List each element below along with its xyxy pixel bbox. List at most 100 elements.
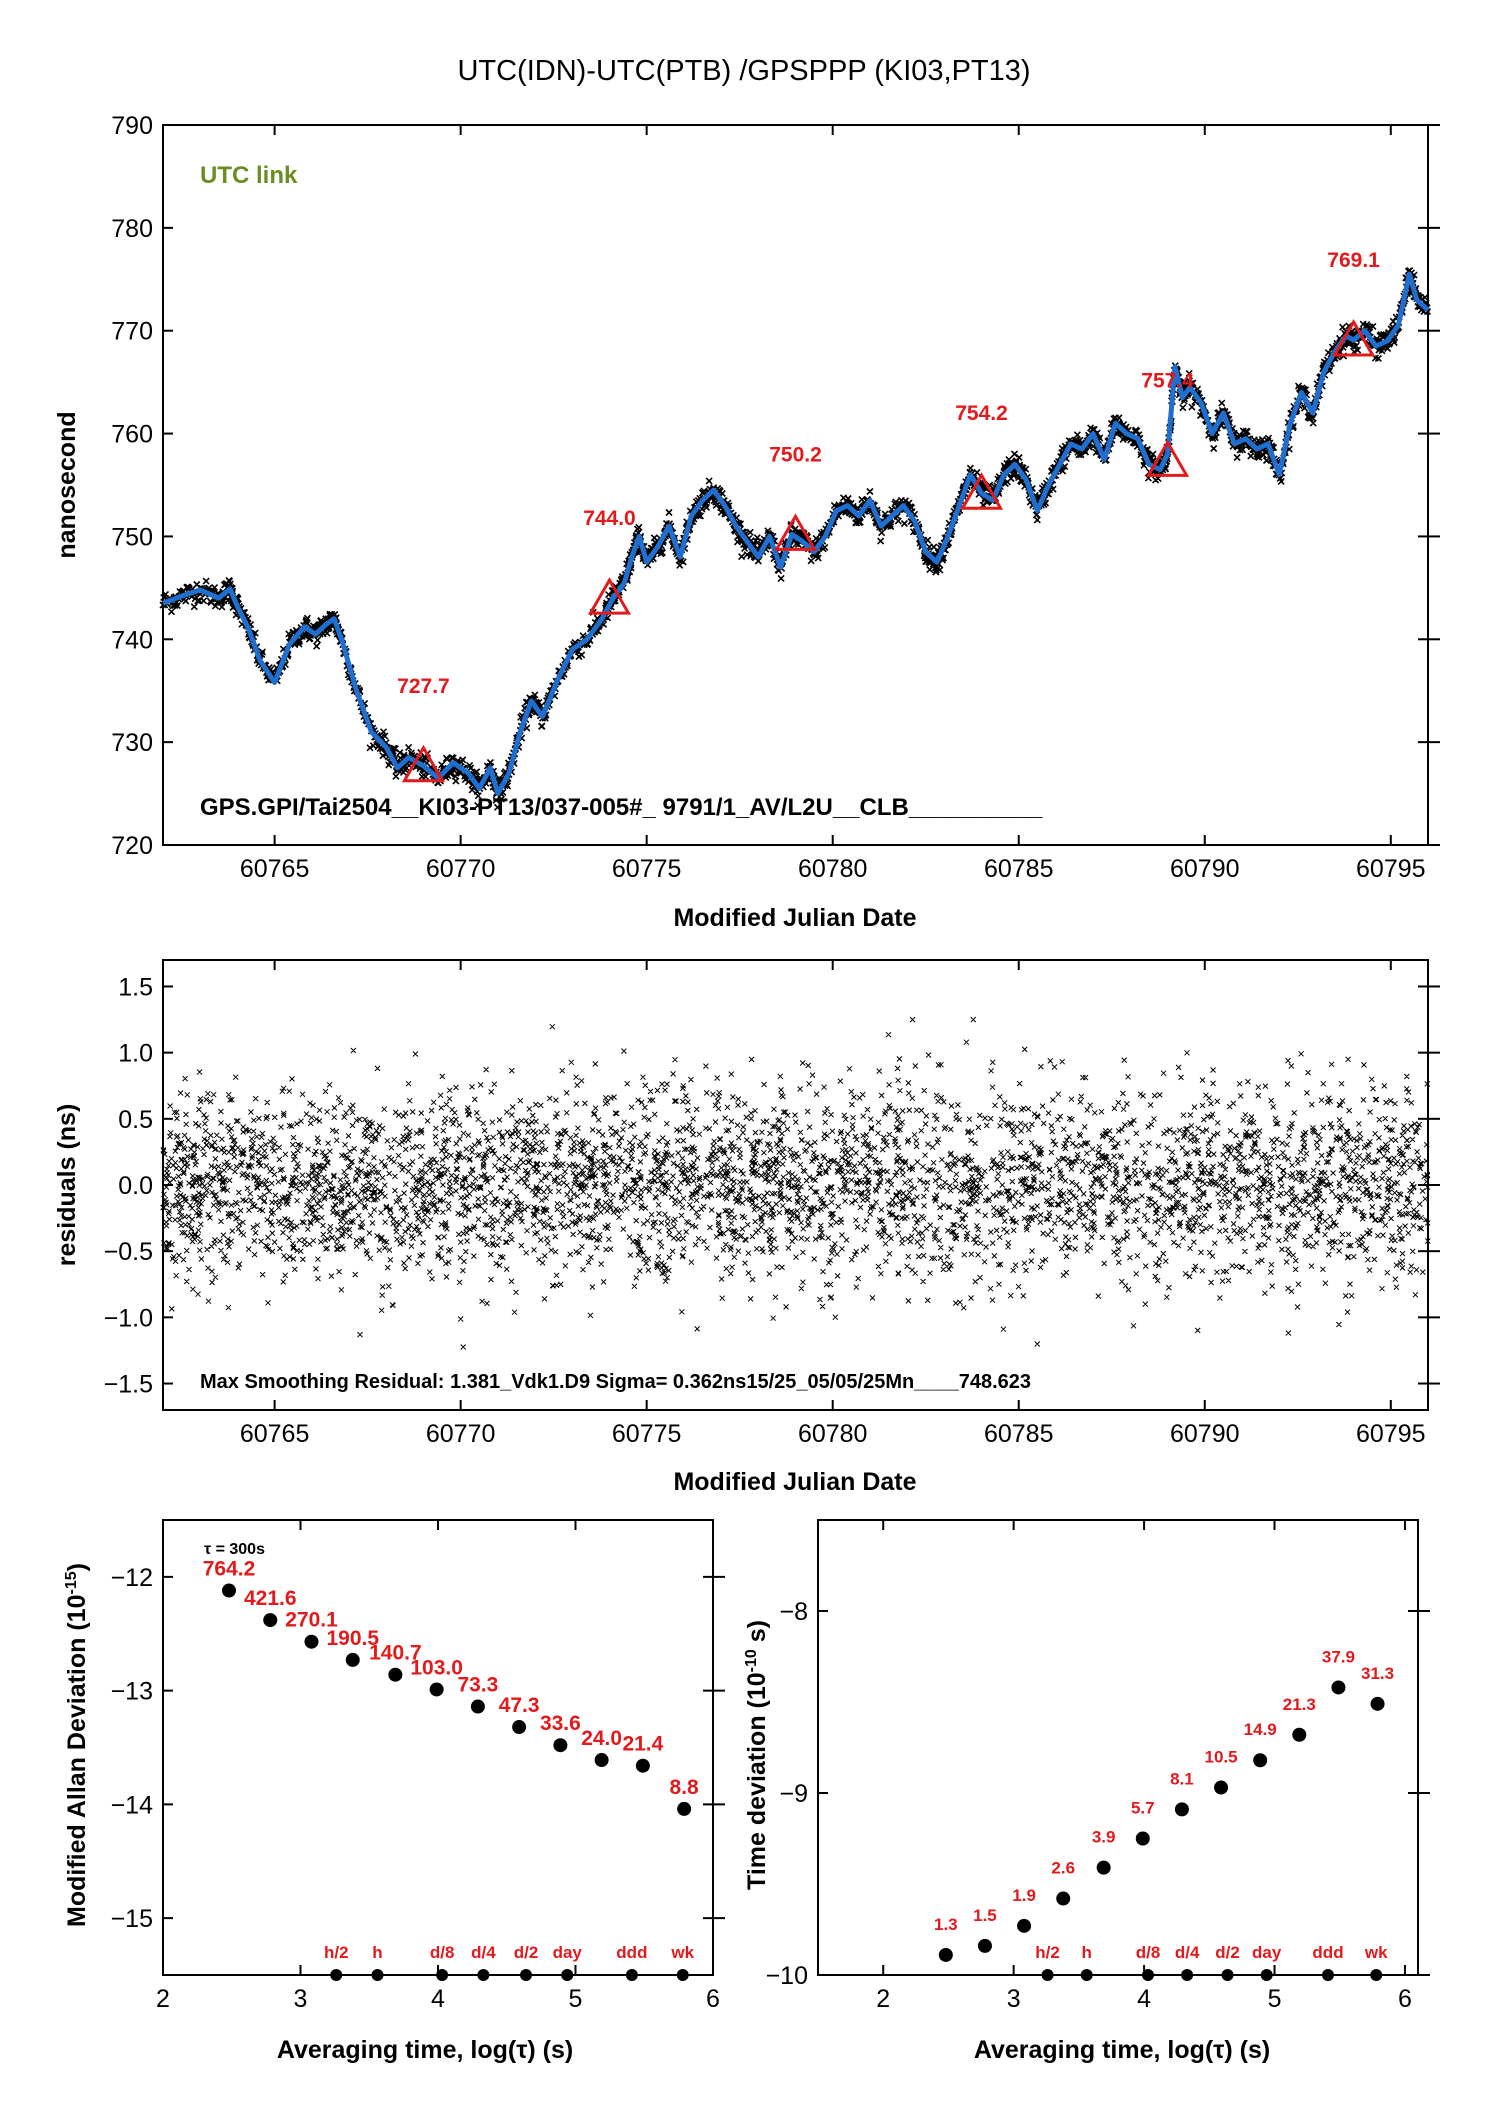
x-axis-label: Averaging time, log(τ) (s) xyxy=(974,2036,1270,2064)
deviation-point xyxy=(512,1720,527,1735)
point-label: 103.0 xyxy=(410,1656,463,1679)
x-tick-label: 60765 xyxy=(240,1420,310,1448)
y-tick-label: 780 xyxy=(111,215,153,243)
interval-label: d/4 xyxy=(471,1943,496,1962)
x-axis-label: Modified Julian Date xyxy=(673,1468,916,1496)
deviation-point xyxy=(345,1652,360,1667)
marker-triangle xyxy=(1145,439,1190,477)
x-tick-label: 2 xyxy=(876,1985,890,2013)
x-tick-label: 60780 xyxy=(798,1420,868,1448)
point-label: 21.4 xyxy=(622,1733,663,1756)
marker-triangles: 727.7 744.0 750.2 754.2 757.4 769.1 xyxy=(397,249,1380,783)
deviation-point xyxy=(553,1738,568,1753)
point-label: 270.1 xyxy=(285,1609,338,1632)
axis-ticks: 60765 60770 60775 60780 60785 60790 60795 −1.5 −… xyxy=(104,960,1440,1448)
deviation-point xyxy=(470,1699,485,1714)
interval-marker xyxy=(625,1969,638,1981)
y-tick-label: −8 xyxy=(779,1598,808,1626)
y-tick-label: −10 xyxy=(766,1962,808,1990)
point-label: 21.3 xyxy=(1283,1695,1316,1714)
x-tick-label: 60765 xyxy=(240,855,310,883)
interval-marker xyxy=(436,1969,449,1981)
x-tick-label: 5 xyxy=(569,1985,583,2013)
x-tick-label: 60795 xyxy=(1356,855,1426,883)
deviation-point xyxy=(222,1583,236,1598)
legend-label: UTC link xyxy=(200,162,298,189)
deviation-point xyxy=(304,1634,319,1649)
tau-label: τ = 300s xyxy=(204,1541,265,1558)
axis-ticks: 60765 60770 60775 60780 60785 60790 60795 720 73… xyxy=(111,112,1440,883)
plot-frame xyxy=(162,124,1429,846)
interval-marker xyxy=(1080,1969,1093,1981)
deviation-point xyxy=(1331,1680,1346,1695)
marker-label: 769.1 xyxy=(1327,249,1380,272)
x-tick-label: 5 xyxy=(1268,1985,1282,2013)
x-tick-label: 60785 xyxy=(984,855,1054,883)
interval-label: wk xyxy=(1364,1943,1388,1962)
interval-marker xyxy=(1260,1969,1273,1981)
interval-marker xyxy=(561,1969,574,1981)
y-tick-label: 740 xyxy=(111,626,153,654)
y-axis-label: residuals (ns) xyxy=(53,1104,81,1267)
x-axis-label: Averaging time, log(τ) (s) xyxy=(277,2036,573,2064)
deviation-point xyxy=(1096,1860,1111,1875)
y-tick-label: 0.0 xyxy=(118,1172,153,1200)
y-tick-label: 720 xyxy=(111,832,153,860)
x-tick-label: 2 xyxy=(156,1985,170,2013)
point-label: 190.5 xyxy=(326,1627,379,1650)
point-label: 8.8 xyxy=(670,1776,700,1799)
marker-triangle xyxy=(1331,318,1376,357)
y-tick-label: −9 xyxy=(779,1780,808,1808)
footer-background xyxy=(195,1362,1275,1394)
marker-label: 750.2 xyxy=(769,443,822,466)
y-axis-label: Time deviation (10-10 s) xyxy=(743,1620,771,1890)
point-label: 1.9 xyxy=(1012,1886,1036,1905)
utc-link-panel: 60765 60770 60775 60780 60785 60790 60795 720 73… xyxy=(53,112,1440,932)
point-label: 24.0 xyxy=(581,1727,622,1750)
interval-label: wk xyxy=(670,1943,694,1962)
point-label: 33.6 xyxy=(540,1712,581,1735)
y-tick-label: −13 xyxy=(111,1678,153,1706)
interval-label: ddd xyxy=(1312,1943,1343,1962)
interval-label: d/8 xyxy=(1136,1943,1161,1962)
deviation-point xyxy=(677,1801,692,1816)
interval-marker xyxy=(1221,1969,1234,1981)
marker-triangle xyxy=(959,472,1004,510)
interval-marker xyxy=(330,1969,343,1981)
x-tick-label: 60770 xyxy=(426,1420,496,1448)
deviation-point xyxy=(1174,1802,1189,1817)
interval-label: h/2 xyxy=(324,1943,349,1962)
x-tick-label: 60780 xyxy=(798,855,868,883)
deviation-point xyxy=(938,1947,953,1962)
axis-ticks: 2 3 4 5 6 −10 −9 −8 xyxy=(766,1520,1430,2013)
x-tick-label: 60770 xyxy=(426,855,496,883)
figure-title: UTC(IDN)-UTC(PTB) /GPSPPP (KI03,PT13) xyxy=(457,55,1030,87)
point-label: 8.1 xyxy=(1170,1769,1194,1788)
point-label: 31.3 xyxy=(1361,1664,1394,1683)
x-tick-label: 60795 xyxy=(1356,1420,1426,1448)
y-tick-label: −12 xyxy=(111,1564,153,1592)
marker-label: 757.4 xyxy=(1141,369,1194,392)
interval-label: d/8 xyxy=(430,1943,455,1962)
x-tick-label: 60775 xyxy=(612,855,682,883)
interval-marker xyxy=(1370,1969,1383,1981)
deviation-point xyxy=(1214,1780,1229,1795)
deviation-point xyxy=(263,1613,278,1628)
interval-label: d/4 xyxy=(1175,1943,1200,1962)
y-axis-label: nanosecond xyxy=(53,411,81,558)
point-label: 3.9 xyxy=(1092,1828,1116,1847)
marker-triangle xyxy=(773,513,818,551)
y-tick-label: 1.0 xyxy=(118,1040,153,1068)
deviation-point xyxy=(1253,1753,1268,1768)
time-deviation-panel: 2 3 4 5 6 −10 −9 −8 1.3 1.5 1.9 2.6 3.9 5.7 8.1 10.5 14… xyxy=(743,1519,1430,2064)
deviation-point xyxy=(1017,1918,1032,1933)
x-tick-label: 4 xyxy=(1137,1985,1151,2013)
y-tick-label: 790 xyxy=(111,112,153,140)
interval-label: d/2 xyxy=(514,1943,539,1962)
x-tick-label: 60785 xyxy=(984,1420,1054,1448)
y-tick-label: 0.5 xyxy=(118,1106,153,1134)
x-tick-label: 60790 xyxy=(1170,855,1240,883)
interval-label: h/2 xyxy=(1035,1943,1060,1962)
point-label: 1.5 xyxy=(973,1906,997,1925)
